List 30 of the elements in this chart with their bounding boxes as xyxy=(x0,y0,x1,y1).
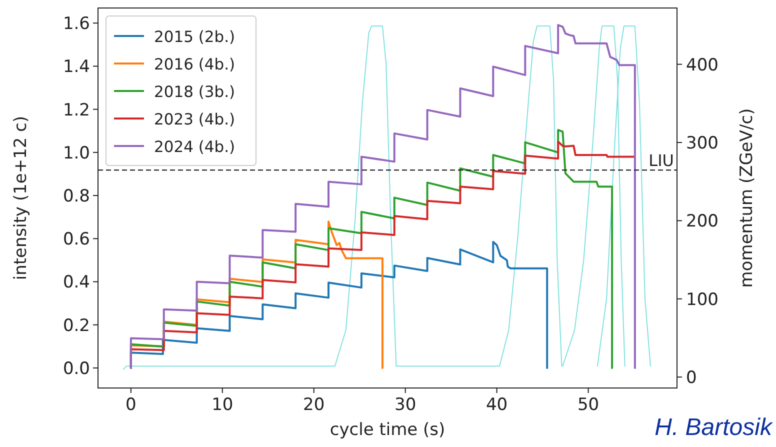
y-tick-label: 0.2 xyxy=(62,316,90,336)
legend-label: 2016 (4b.) xyxy=(154,56,236,74)
legend-label: 2018 (3b.) xyxy=(154,83,236,101)
x-tick-label: 50 xyxy=(577,395,600,415)
x-tick-label: 30 xyxy=(394,395,416,415)
x-tick-label: 0 xyxy=(126,395,136,415)
y-tick-label: 1.2 xyxy=(62,100,90,120)
legend-label: 2015 (2b.) xyxy=(154,28,236,46)
ref-line-label: LIU xyxy=(648,151,674,170)
y-tick-label: 1.4 xyxy=(62,57,90,78)
y2-tick-label: 100 xyxy=(686,290,718,310)
x-tick-label: 20 xyxy=(303,395,325,415)
legend-label: 2024 (4b.) xyxy=(154,138,236,156)
y2-axis-title: momentum (ZGeV/c) xyxy=(737,108,757,288)
x-tick-label: 40 xyxy=(486,395,508,415)
legend-label: 2023 (4b.) xyxy=(154,110,236,128)
y-axis-title: intensity (1e+12 c) xyxy=(11,116,31,280)
y-tick-label: 0.8 xyxy=(62,186,90,207)
y2-tick-label: 0 xyxy=(686,368,697,388)
y-tick-label: 1.0 xyxy=(62,143,90,164)
y-tick-label: 0.4 xyxy=(62,272,90,293)
y-tick-label: 0.6 xyxy=(62,230,90,250)
x-tick-label: 10 xyxy=(212,395,234,415)
y2-tick-label: 400 xyxy=(686,55,718,76)
y-tick-label: 0.0 xyxy=(62,358,90,379)
y2-tick-label: 300 xyxy=(686,133,718,154)
text: H. Bartosik xyxy=(654,414,774,441)
x-axis-title: cycle time (s) xyxy=(330,420,446,440)
y-tick-label: 1.6 xyxy=(62,14,90,34)
y2-tick-label: 200 xyxy=(686,212,718,232)
